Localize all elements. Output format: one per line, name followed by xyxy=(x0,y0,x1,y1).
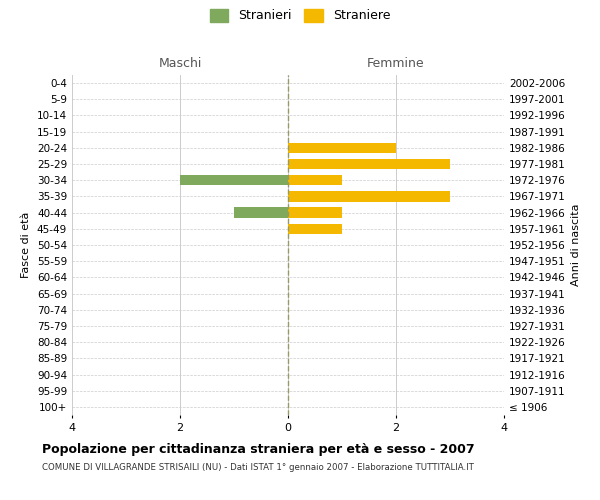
Bar xyxy=(288,159,450,170)
Bar xyxy=(288,175,342,186)
Bar xyxy=(180,175,288,186)
Y-axis label: Anni di nascita: Anni di nascita xyxy=(571,204,581,286)
Text: Femmine: Femmine xyxy=(367,57,425,70)
Text: Popolazione per cittadinanza straniera per età e sesso - 2007: Popolazione per cittadinanza straniera p… xyxy=(42,442,475,456)
Text: Maschi: Maschi xyxy=(158,57,202,70)
Bar xyxy=(288,208,342,218)
Legend: Stranieri, Straniere: Stranieri, Straniere xyxy=(209,8,391,22)
Bar xyxy=(288,224,342,234)
Bar xyxy=(288,142,396,153)
Y-axis label: Fasce di età: Fasce di età xyxy=(22,212,31,278)
Text: COMUNE DI VILLAGRANDE STRISAILI (NU) - Dati ISTAT 1° gennaio 2007 - Elaborazione: COMUNE DI VILLAGRANDE STRISAILI (NU) - D… xyxy=(42,462,474,471)
Bar xyxy=(288,191,450,202)
Bar xyxy=(234,208,288,218)
